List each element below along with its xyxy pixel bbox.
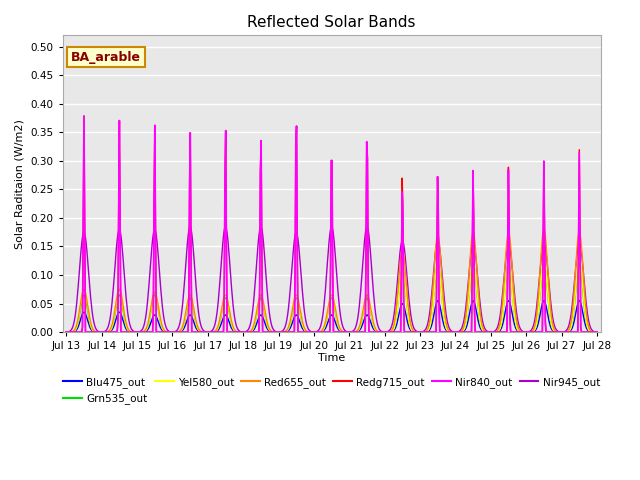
Yel580_out — [127, 329, 134, 335]
Red655_out — [209, 329, 216, 335]
Red655_out — [593, 329, 601, 335]
Redg715_out — [80, 113, 88, 119]
Line: Redg715_out: Redg715_out — [67, 116, 597, 332]
Yel580_out — [209, 329, 216, 335]
Nir945_out — [180, 281, 188, 287]
Nir945_out — [412, 328, 420, 334]
Blu475_out — [72, 328, 80, 334]
Blu475_out — [180, 324, 188, 330]
Nir840_out — [593, 329, 601, 335]
Redg715_out — [63, 329, 70, 335]
Nir945_out — [209, 326, 217, 332]
Blu475_out — [412, 329, 419, 335]
Line: Nir945_out: Nir945_out — [67, 227, 597, 332]
Redg715_out — [397, 329, 404, 335]
Nir840_out — [72, 329, 80, 335]
Blu475_out — [593, 329, 601, 335]
Redg715_out — [412, 329, 420, 335]
Y-axis label: Solar Raditaion (W/m2): Solar Raditaion (W/m2) — [15, 119, 25, 249]
Red655_out — [63, 329, 70, 335]
Yel580_out — [396, 280, 404, 286]
Yel580_out — [72, 326, 80, 332]
Line: Grn535_out: Grn535_out — [67, 264, 597, 332]
Red655_out — [396, 262, 404, 267]
Grn535_out — [575, 261, 583, 266]
Yel580_out — [180, 319, 188, 325]
Nir840_out — [63, 329, 70, 335]
Red655_out — [540, 227, 548, 232]
Line: Blu475_out: Blu475_out — [67, 300, 597, 332]
Nir840_out — [412, 329, 420, 335]
X-axis label: Time: Time — [318, 352, 345, 362]
Red655_out — [180, 317, 188, 323]
Text: BA_arable: BA_arable — [71, 50, 141, 63]
Nir840_out — [181, 329, 189, 335]
Line: Red655_out: Red655_out — [67, 229, 597, 332]
Nir945_out — [72, 308, 80, 314]
Red655_out — [127, 328, 134, 334]
Nir840_out — [127, 329, 135, 335]
Blu475_out — [575, 298, 583, 303]
Nir840_out — [397, 329, 404, 335]
Blu475_out — [396, 307, 404, 312]
Title: Reflected Solar Bands: Reflected Solar Bands — [248, 15, 416, 30]
Grn535_out — [180, 320, 188, 326]
Grn535_out — [72, 326, 80, 332]
Nir840_out — [209, 329, 217, 335]
Blu475_out — [127, 329, 134, 335]
Yel580_out — [575, 255, 583, 261]
Yel580_out — [593, 329, 601, 335]
Line: Yel580_out: Yel580_out — [67, 258, 597, 332]
Yel580_out — [63, 329, 70, 335]
Redg715_out — [209, 329, 217, 335]
Redg715_out — [72, 329, 80, 335]
Legend: Blu475_out, Grn535_out, Yel580_out, Red655_out, Redg715_out, Nir840_out, Nir945_: Blu475_out, Grn535_out, Yel580_out, Red6… — [59, 373, 604, 408]
Grn535_out — [396, 280, 404, 286]
Redg715_out — [127, 329, 135, 335]
Grn535_out — [127, 329, 134, 335]
Nir945_out — [63, 329, 70, 335]
Redg715_out — [593, 329, 601, 335]
Blu475_out — [209, 329, 216, 335]
Nir945_out — [127, 324, 134, 329]
Grn535_out — [209, 329, 216, 335]
Grn535_out — [412, 329, 419, 335]
Line: Nir840_out: Nir840_out — [67, 116, 597, 332]
Red655_out — [412, 329, 419, 335]
Grn535_out — [63, 329, 70, 335]
Grn535_out — [593, 329, 601, 335]
Redg715_out — [181, 329, 189, 335]
Yel580_out — [412, 329, 419, 335]
Nir945_out — [186, 224, 194, 229]
Red655_out — [72, 324, 80, 330]
Nir945_out — [397, 244, 404, 250]
Nir840_out — [80, 113, 88, 119]
Nir945_out — [593, 329, 601, 335]
Blu475_out — [63, 329, 70, 335]
